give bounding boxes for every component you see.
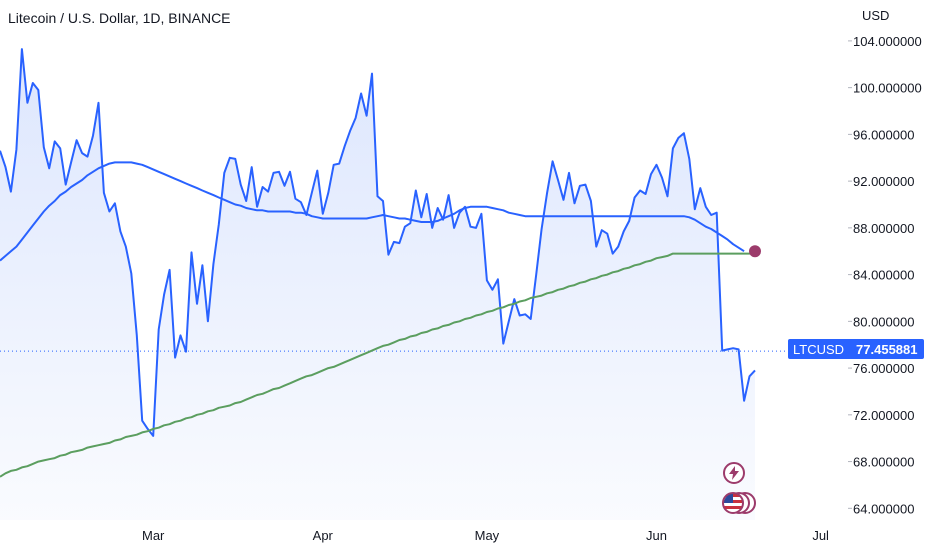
x-tick-label: Jul (812, 528, 829, 543)
ma-fast-line (0, 161, 745, 262)
y-tick-label: 92.000000 (853, 174, 914, 189)
x-axis: Mar Apr May Jun Jul (142, 528, 829, 543)
chart-title: Litecoin / U.S. Dollar, 1D, BINANCE (8, 10, 231, 26)
y-tick-label: 88.000000 (853, 221, 914, 236)
y-tick-label: 84.000000 (853, 268, 914, 283)
us-flag-icon (722, 492, 744, 514)
price-tag-symbol: LTCUSD (793, 341, 845, 357)
y-tick-label: 96.000000 (853, 127, 914, 142)
y-axis: 104.000000 100.000000 96.000000 92.000000 88… (848, 34, 922, 516)
y-tick-label: 80.000000 (853, 314, 914, 329)
ma-end-marker (748, 245, 761, 258)
price-line (0, 48, 756, 437)
y-tick-label: 64.000000 (853, 501, 914, 516)
y-tick-label: 72.000000 (853, 408, 914, 423)
last-price-label[interactable]: LTCUSD 77.455881 (788, 339, 924, 359)
earnings-flags-icon[interactable] (722, 492, 758, 516)
y-tick-label: 100.000000 (853, 81, 922, 96)
price-area-fill (0, 49, 755, 520)
lightning-event-icon[interactable] (723, 462, 745, 484)
x-tick-label: Apr (313, 528, 334, 543)
y-tick-label: 68.000000 (853, 455, 914, 470)
x-tick-label: May (475, 528, 500, 543)
currency-label: USD (862, 8, 889, 23)
y-tick-label: 104.000000 (853, 34, 922, 49)
x-tick-label: Jun (646, 528, 667, 543)
series-lines-layer (0, 48, 761, 478)
ma-slow-line (0, 251, 756, 478)
area-fill-layer (0, 49, 788, 520)
x-tick-label: Mar (142, 528, 165, 543)
lightning-glyph-icon (729, 466, 739, 480)
y-tick-label: 76.000000 (853, 361, 914, 376)
price-tag-value: 77.455881 (856, 341, 918, 357)
